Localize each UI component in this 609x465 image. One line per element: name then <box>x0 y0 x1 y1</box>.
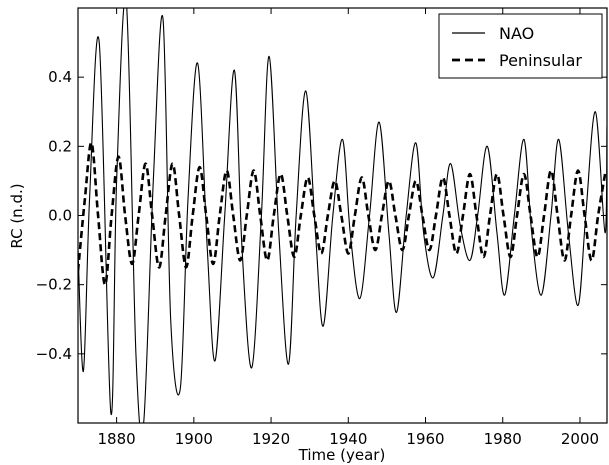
x-tick-label: 1920 <box>252 430 290 448</box>
x-tick-label: 1980 <box>484 430 522 448</box>
series-line-nao <box>78 8 607 423</box>
x-axis-ticks: 1880 1900 1920 1940 1960 1980 2000 <box>98 8 599 448</box>
y-tick-label: 0.2 <box>48 137 72 155</box>
legend-box <box>438 13 603 79</box>
legend: NAO Peninsular <box>438 13 603 79</box>
x-tick-label: 1900 <box>175 430 213 448</box>
x-axis-title: Time (year) <box>298 446 386 464</box>
y-axis-ticks: −0.4 −0.2 0.0 0.2 0.4 <box>36 68 607 363</box>
legend-label-nao: NAO <box>499 24 534 43</box>
y-tick-label: 0.4 <box>48 68 72 86</box>
legend-label-peninsular: Peninsular <box>499 51 582 70</box>
series-layer <box>78 8 607 423</box>
series-line-peninsular <box>78 141 607 286</box>
y-axis-title: RC (n.d.) <box>8 183 26 248</box>
x-tick-label: 2000 <box>561 430 599 448</box>
y-tick-label: −0.2 <box>36 276 72 294</box>
x-tick-label: 1960 <box>406 430 444 448</box>
x-tick-label: 1880 <box>98 430 136 448</box>
y-tick-label: −0.4 <box>36 345 72 363</box>
x-tick-label: 1940 <box>329 430 367 448</box>
y-tick-label: 0.0 <box>48 207 72 225</box>
